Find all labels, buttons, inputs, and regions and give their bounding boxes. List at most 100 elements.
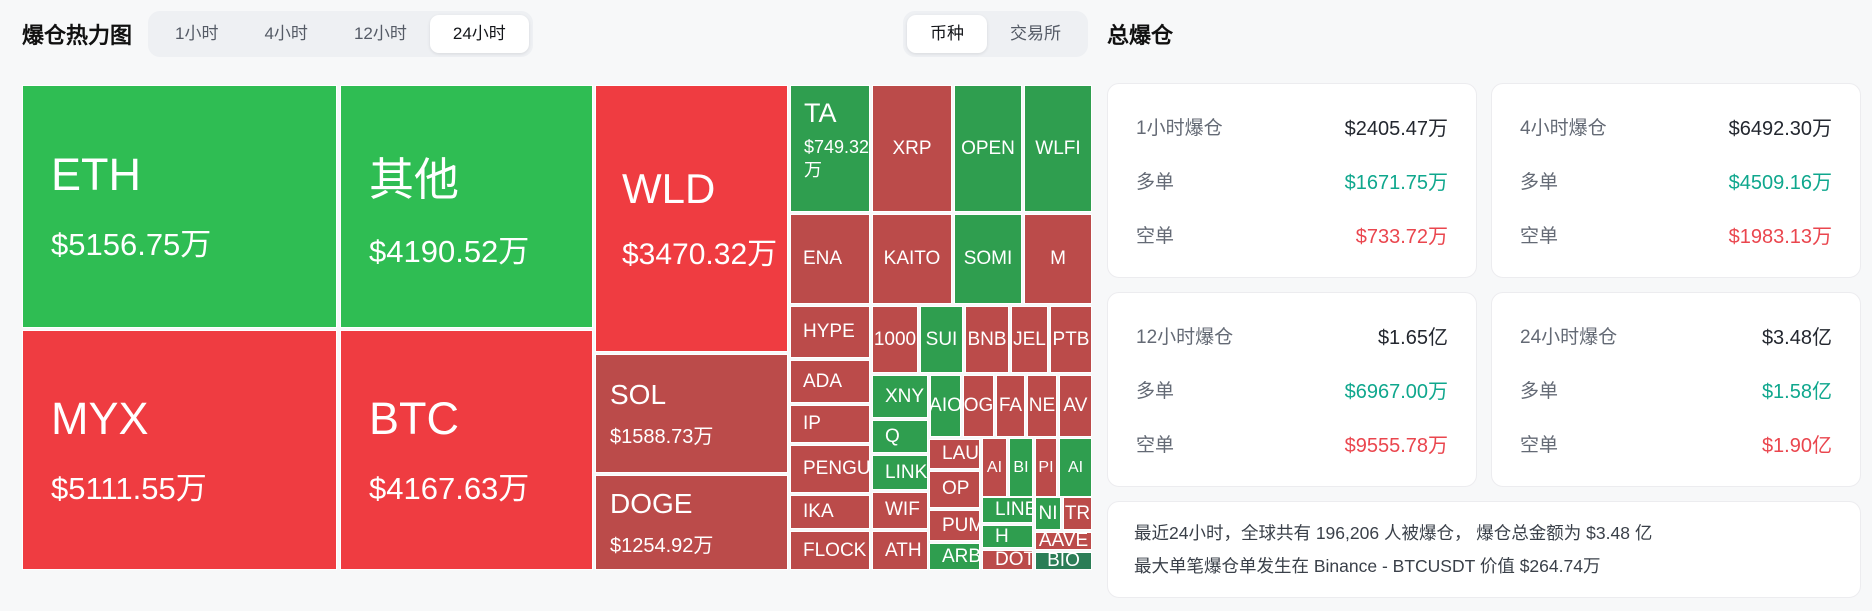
tab-1h[interactable]: 1小时 xyxy=(175,24,219,43)
treemap-cell-FA[interactable]: FA xyxy=(996,375,1025,437)
treemap-cell-FLOCK[interactable]: FLOCK xyxy=(790,531,870,570)
tab-12h[interactable]: 12小时 xyxy=(353,24,407,43)
short-label: 空单 xyxy=(1520,226,1559,247)
treemap-cell-ADA[interactable]: ADA xyxy=(790,360,870,403)
cell-label: OPEN xyxy=(961,137,1015,159)
cell-label: ADA xyxy=(803,370,843,392)
treemap-cell-KAITO[interactable]: KAITO xyxy=(872,214,952,304)
treemap-cell-AI[interactable]: AI xyxy=(982,438,1007,497)
treemap-cell-ETH[interactable]: ETH $5156.75万 xyxy=(22,85,337,328)
cell-label: BIO xyxy=(1047,552,1080,570)
treemap-cell-PI[interactable]: PI xyxy=(1035,438,1057,497)
period-label: 1小时爆仓 xyxy=(1136,118,1223,139)
treemap-cell-PUMP[interactable]: PUMP xyxy=(929,510,980,541)
treemap-cell-BTC[interactable]: BTC $4167.63万 xyxy=(340,330,593,570)
treemap-cell-WLD[interactable]: WLD $3470.32万 xyxy=(595,85,788,352)
summary-line-1: 最近24小时，全球共有 196,206 人被爆仓， 爆仓总金额为 $3.48 亿 xyxy=(1134,523,1653,543)
treemap-cell-BNB[interactable]: BNB xyxy=(965,306,1009,373)
treemap-cell-XRP[interactable]: XRP xyxy=(872,85,952,212)
treemap-cell-AV[interactable]: AV xyxy=(1059,375,1092,437)
toggle-coin[interactable]: 币种 xyxy=(907,15,987,53)
cell-label: BI xyxy=(1013,458,1029,476)
cell-label: AI xyxy=(1067,458,1084,476)
treemap-cell-IP[interactable]: IP xyxy=(790,404,870,443)
cell-label: Q xyxy=(885,425,900,447)
cell-label: NI xyxy=(1038,502,1058,524)
long-value: $1.58亿 xyxy=(1761,381,1832,403)
treemap-cell-LAUN[interactable]: LAUN xyxy=(929,439,980,469)
treemap-cell-WLFI[interactable]: WLFI xyxy=(1024,85,1092,212)
cell-label: DOGE xyxy=(610,487,693,519)
treemap-cell-DOT[interactable]: DOT xyxy=(982,550,1033,570)
short-label: 空单 xyxy=(1520,435,1559,456)
cell-label: WIF xyxy=(885,499,920,521)
stat-card-12h: 12小时爆仓 $1.65亿 多单 $6967.00万 空单 $9555.78万 xyxy=(1107,292,1477,487)
treemap-cell-OP[interactable]: OP xyxy=(929,471,980,508)
long-value: $4509.16万 xyxy=(1728,172,1832,194)
treemap-cell-ATH[interactable]: ATH xyxy=(872,531,928,570)
treemap-cell-SOMI[interactable]: SOMI xyxy=(954,214,1022,304)
treemap-cell-TA[interactable]: TA $749.32万 xyxy=(790,85,870,212)
cell-label: OP xyxy=(942,478,970,500)
stat-card-1h: 1小时爆仓 $2405.47万 多单 $1671.75万 空单 $733.72万 xyxy=(1107,83,1477,278)
treemap-cell-LINEA[interactable]: LINEA xyxy=(982,497,1033,523)
cell-label: ARB xyxy=(942,545,980,567)
cell-label: WLD xyxy=(622,164,716,212)
treemap-cell-M[interactable]: M xyxy=(1024,214,1092,304)
treemap-cell-SUI[interactable]: SUI xyxy=(920,306,963,373)
treemap: ETH $5156.75万 其他 $4190.52万 MYX $5111.55万 BTC $4… xyxy=(22,85,1092,570)
treemap-cell-IKA[interactable]: IKA xyxy=(790,495,870,529)
total-value: $3.48亿 xyxy=(1761,327,1832,349)
treemap-cell-XNY[interactable]: XNY xyxy=(872,375,928,418)
view-toggle: 币种 交易所 xyxy=(903,11,1088,57)
cell-label: LAUN xyxy=(942,443,979,464)
treemap-cell-Q[interactable]: Q xyxy=(872,420,928,453)
treemap-cell-AIO[interactable]: AIO xyxy=(930,375,961,437)
treemap-cell-BIO[interactable]: BIO xyxy=(1035,552,1092,570)
stat-card-4h: 4小时爆仓 $6492.30万 多单 $4509.16万 空单 $1983.13万 xyxy=(1491,83,1861,278)
treemap-cell-ENA[interactable]: ENA xyxy=(790,214,870,304)
toggle-exchange[interactable]: 交易所 xyxy=(1010,24,1061,43)
treemap-cell-HYPE[interactable]: HYPE xyxy=(790,306,870,358)
treemap-cell-AAVE[interactable]: AAVE xyxy=(1035,532,1092,550)
treemap-cell-AI[interactable]: AI xyxy=(1059,438,1092,497)
cell-label: SOMI xyxy=(963,248,1013,269)
treemap-cell-LINK[interactable]: LINK xyxy=(872,455,928,490)
treemap-cell-JEL[interactable]: JEL xyxy=(1011,306,1048,373)
treemap-cell-BI[interactable]: BI xyxy=(1009,438,1033,497)
cell-label: AAVE xyxy=(1038,532,1089,550)
treemap-cell-MYX[interactable]: MYX $5111.55万 xyxy=(22,330,337,570)
cell-label: DOT xyxy=(995,550,1033,570)
cell-label: IP xyxy=(803,412,821,434)
long-label: 多单 xyxy=(1520,172,1559,193)
tab-4h[interactable]: 4小时 xyxy=(264,24,308,43)
treemap-cell-OG[interactable]: OG xyxy=(963,375,994,437)
cell-label: H xyxy=(995,525,1009,547)
treemap-cell-PTB[interactable]: PTB xyxy=(1050,306,1092,373)
total-value: $1.65亿 xyxy=(1377,327,1448,349)
treemap-cell-OPEN[interactable]: OPEN xyxy=(954,85,1022,212)
tab-24h[interactable]: 24小时 xyxy=(429,15,529,53)
cell-value: $4167.63万 xyxy=(369,470,530,506)
cell-label: BNB xyxy=(967,328,1007,350)
treemap-cell-SOL[interactable]: SOL $1588.73万 xyxy=(595,354,788,473)
long-label: 多单 xyxy=(1136,381,1175,402)
treemap-cell-ARB[interactable]: ARB xyxy=(929,543,980,570)
treemap-cell-NI[interactable]: NI xyxy=(1035,497,1061,530)
treemap-cell-DOGE[interactable]: DOGE $1254.92万 xyxy=(595,475,788,570)
treemap-cell-1000[interactable]: 1000 xyxy=(872,306,918,373)
treemap-cell-NE[interactable]: NE xyxy=(1027,375,1057,437)
treemap-cell-WIF[interactable]: WIF xyxy=(872,492,928,529)
short-label: 空单 xyxy=(1136,435,1175,456)
cell-value: $1588.73万 xyxy=(610,425,714,448)
treemap-cell-TR[interactable]: TR xyxy=(1063,497,1092,530)
cell-label: KAITO xyxy=(883,248,941,269)
treemap-cell-H[interactable]: H xyxy=(982,525,1033,548)
cell-label: TR xyxy=(1064,502,1091,524)
cell-label: PENGU xyxy=(803,458,870,479)
cell-label: BTC xyxy=(369,392,459,444)
long-label: 多单 xyxy=(1520,381,1559,402)
cell-label: AI xyxy=(986,458,1003,476)
treemap-cell-其他[interactable]: 其他 $4190.52万 xyxy=(340,85,593,328)
treemap-cell-PENGU[interactable]: PENGU xyxy=(790,445,870,493)
